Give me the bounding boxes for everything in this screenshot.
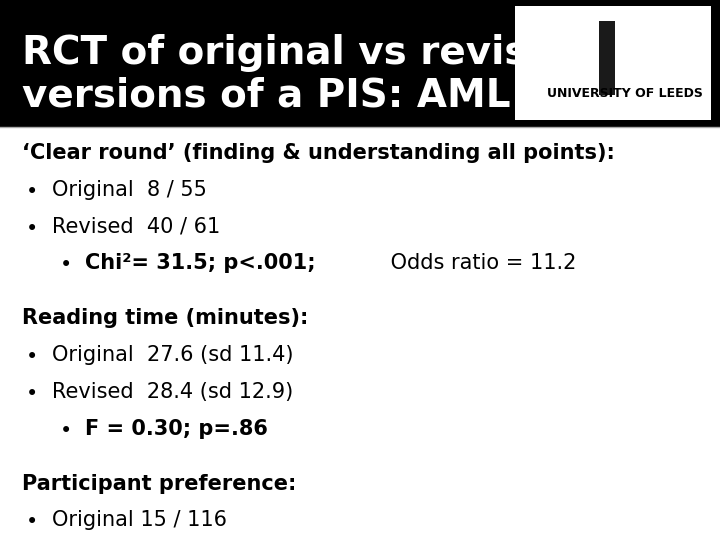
Text: •: • bbox=[26, 347, 39, 367]
Text: Reading time (minutes):: Reading time (minutes): bbox=[22, 308, 308, 328]
Text: RCT of original vs revised: RCT of original vs revised bbox=[22, 34, 581, 72]
FancyBboxPatch shape bbox=[0, 0, 720, 127]
Text: Chi²= 31.5; p<.001;: Chi²= 31.5; p<.001; bbox=[85, 253, 315, 273]
Text: Original 15 / 116: Original 15 / 116 bbox=[52, 510, 227, 530]
Text: versions of a PIS: AML16: versions of a PIS: AML16 bbox=[22, 76, 564, 114]
Text: Participant preference:: Participant preference: bbox=[22, 474, 296, 494]
Text: Original  8 / 55: Original 8 / 55 bbox=[52, 180, 207, 200]
Text: Original  27.6 (sd 11.4): Original 27.6 (sd 11.4) bbox=[52, 345, 293, 365]
Text: F = 0.30; p=.86: F = 0.30; p=.86 bbox=[85, 418, 268, 438]
Text: Revised  28.4 (sd 12.9): Revised 28.4 (sd 12.9) bbox=[52, 382, 293, 402]
Text: •: • bbox=[26, 384, 39, 404]
Text: ‘Clear round’ (finding & understanding all points):: ‘Clear round’ (finding & understanding a… bbox=[22, 143, 614, 163]
Text: •: • bbox=[60, 255, 73, 275]
FancyBboxPatch shape bbox=[515, 6, 711, 120]
Text: •: • bbox=[60, 421, 73, 441]
Text: Odds ratio = 11.2: Odds ratio = 11.2 bbox=[384, 253, 576, 273]
Text: •: • bbox=[26, 182, 39, 202]
Text: •: • bbox=[26, 219, 39, 239]
Text: Revised  40 / 61: Revised 40 / 61 bbox=[52, 217, 220, 237]
Text: UNIVERSITY OF LEEDS: UNIVERSITY OF LEEDS bbox=[546, 87, 703, 100]
Text: •: • bbox=[26, 512, 39, 532]
FancyBboxPatch shape bbox=[599, 21, 615, 96]
